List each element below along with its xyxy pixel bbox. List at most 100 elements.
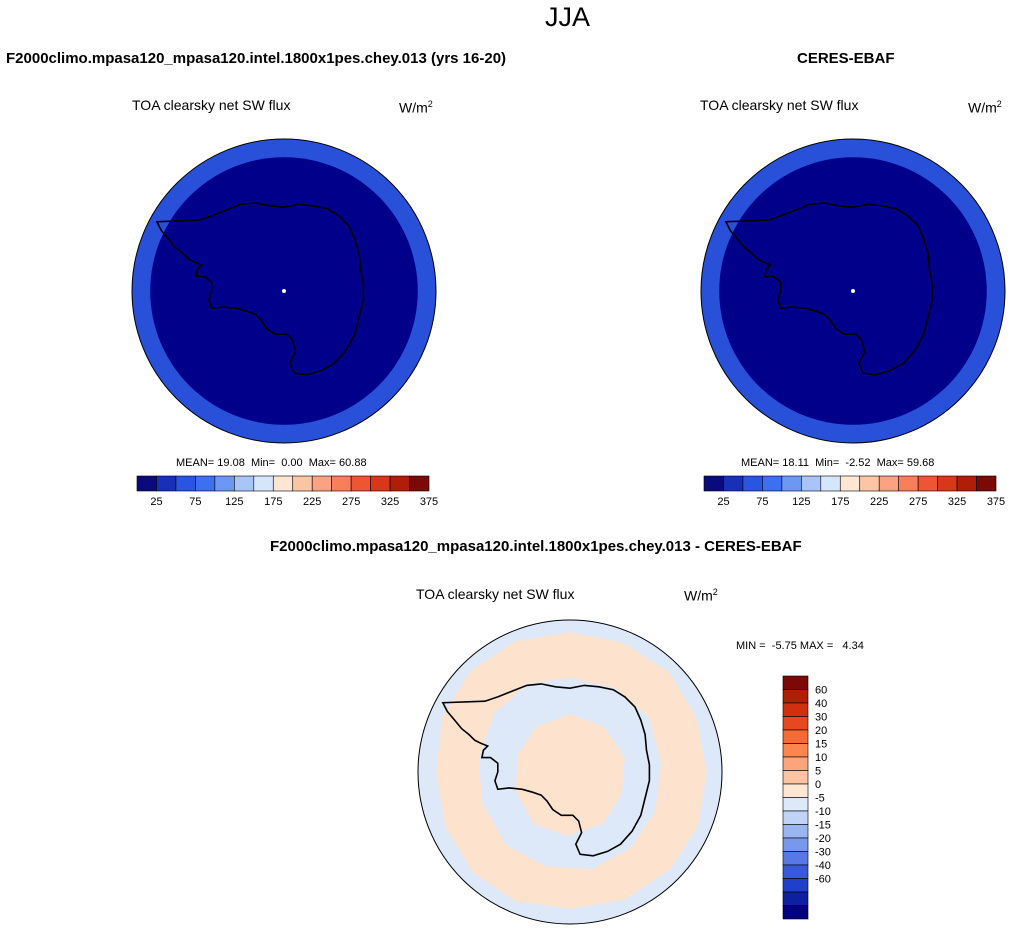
colorbar-box bbox=[782, 824, 809, 839]
panel3-title: F2000climo.mpasa120_mpasa120.intel.1800x… bbox=[270, 538, 802, 555]
colorbar-tick-label: 375 bbox=[420, 496, 438, 508]
colorbar-box bbox=[937, 475, 958, 492]
panel2-map bbox=[700, 138, 1006, 444]
colorbar-box bbox=[782, 702, 809, 717]
south-pole-dot bbox=[282, 289, 286, 293]
colorbar-box bbox=[781, 475, 802, 492]
colorbar-box bbox=[156, 475, 177, 492]
panel2-units: W/m2 bbox=[968, 99, 1002, 116]
antarctica-coastline bbox=[155, 202, 365, 376]
colorbar-box bbox=[331, 475, 352, 492]
panel2-stats: MEAN= 18.11 Min= -2.52 Max= 59.68 bbox=[741, 457, 935, 469]
colorbar-tick-label: 225 bbox=[870, 496, 888, 508]
colorbar-box bbox=[175, 475, 196, 492]
colorbar-box bbox=[878, 475, 899, 492]
colorbar-box bbox=[917, 475, 938, 492]
colorbar-box bbox=[253, 475, 274, 492]
colorbar-tick-label: 30 bbox=[815, 712, 827, 724]
antarctica-coastline bbox=[441, 683, 651, 857]
panel3-units: W/m2 bbox=[684, 587, 718, 604]
colorbar-tick-label: -60 bbox=[815, 874, 831, 886]
panel1-map bbox=[131, 138, 437, 444]
colorbar-tick-label: 325 bbox=[948, 496, 966, 508]
figure-title: JJA bbox=[544, 2, 590, 32]
colorbar-tick-label: 75 bbox=[756, 496, 768, 508]
colorbar-box bbox=[782, 756, 809, 771]
colorbar-tick-label: 5 bbox=[815, 766, 821, 778]
colorbar-box bbox=[389, 475, 410, 492]
panel1-colorbar: 25 75 125 175 225 275 325 375 bbox=[136, 475, 438, 508]
colorbar-box bbox=[782, 716, 809, 731]
colorbar-box bbox=[859, 475, 880, 492]
colorbar-tick-label: 125 bbox=[792, 496, 810, 508]
panel3-subtitle: TOA clearsky net SW flux bbox=[416, 586, 575, 602]
colorbar-box bbox=[801, 475, 822, 492]
colorbar-tick-label: -40 bbox=[815, 860, 831, 872]
colorbar-tick-label: 175 bbox=[831, 496, 849, 508]
colorbar-box bbox=[409, 475, 430, 492]
colorbar-box bbox=[839, 475, 861, 492]
colorbar-box bbox=[782, 905, 809, 920]
colorbar-tick-label: 40 bbox=[815, 698, 827, 710]
colorbar-box bbox=[782, 797, 809, 812]
colorbar-tick-label: -10 bbox=[815, 806, 831, 818]
panel1-units: W/m2 bbox=[399, 99, 433, 116]
panel1-stats: MEAN= 19.08 Min= 0.00 Max= 60.88 bbox=[176, 457, 367, 469]
colorbar-box bbox=[782, 675, 809, 690]
south-pole-dot bbox=[851, 289, 855, 293]
colorbar-box bbox=[782, 891, 809, 906]
colorbar-tick-label: 75 bbox=[189, 496, 201, 508]
colorbar-box bbox=[782, 689, 809, 704]
colorbar-box bbox=[956, 475, 977, 492]
colorbar-box bbox=[214, 475, 235, 492]
colorbar-box bbox=[723, 475, 744, 492]
colorbar-box bbox=[782, 810, 809, 825]
colorbar-tick-label: 225 bbox=[303, 496, 321, 508]
colorbar-box bbox=[782, 770, 809, 785]
colorbar-box bbox=[742, 475, 763, 492]
colorbar-tick-label: -5 bbox=[815, 793, 825, 805]
colorbar-box bbox=[703, 475, 724, 492]
colorbar-box bbox=[898, 475, 919, 492]
colorbar-box bbox=[136, 475, 157, 492]
colorbar-tick-label: 375 bbox=[987, 496, 1005, 508]
colorbar-box bbox=[311, 475, 332, 492]
colorbar-tick-label: 125 bbox=[225, 496, 243, 508]
colorbar-box bbox=[195, 475, 216, 492]
colorbar-tick-label: -20 bbox=[815, 833, 831, 845]
colorbar-tick-label: 20 bbox=[815, 725, 827, 737]
panel1-subtitle: TOA clearsky net SW flux bbox=[132, 97, 291, 113]
map-border bbox=[700, 138, 1006, 444]
colorbar-box bbox=[292, 475, 313, 492]
colorbar-tick-label: 25 bbox=[150, 496, 162, 508]
panel2-title: CERES-EBAF bbox=[797, 50, 895, 67]
colorbar-box bbox=[782, 783, 809, 798]
colorbar-box bbox=[350, 475, 371, 492]
colorbar-tick-label: 10 bbox=[815, 752, 827, 764]
panel2-colorbar: 25 75 125 175 225 275 325 375 bbox=[703, 475, 1005, 508]
map-border bbox=[131, 138, 437, 444]
colorbar-tick-label: 175 bbox=[264, 496, 282, 508]
colorbar-box bbox=[782, 729, 809, 744]
colorbar-tick-label: 25 bbox=[717, 496, 729, 508]
positive-diff-center bbox=[515, 714, 625, 836]
map-border bbox=[417, 619, 723, 925]
colorbar-box bbox=[782, 837, 809, 852]
panel2-subtitle: TOA clearsky net SW flux bbox=[700, 97, 859, 113]
colorbar-box bbox=[272, 475, 294, 492]
colorbar-tick-label: 60 bbox=[815, 685, 827, 697]
colorbar-tick-label: 275 bbox=[909, 496, 927, 508]
colorbar-box bbox=[782, 851, 809, 866]
panel1-title: F2000climo.mpasa120_mpasa120.intel.1800x… bbox=[6, 50, 507, 67]
colorbar-tick-label: -30 bbox=[815, 847, 831, 859]
colorbar-box bbox=[782, 743, 809, 758]
colorbar-box bbox=[820, 475, 841, 492]
panel3-stats: MIN = -5.75 MAX = 4.34 bbox=[736, 640, 864, 652]
colorbar-tick-label: 15 bbox=[815, 739, 827, 751]
colorbar-box bbox=[782, 878, 809, 893]
colorbar-box bbox=[782, 864, 809, 879]
colorbar-tick-label: 275 bbox=[342, 496, 360, 508]
colorbar-tick-label: 325 bbox=[381, 496, 399, 508]
colorbar-box bbox=[976, 475, 997, 492]
